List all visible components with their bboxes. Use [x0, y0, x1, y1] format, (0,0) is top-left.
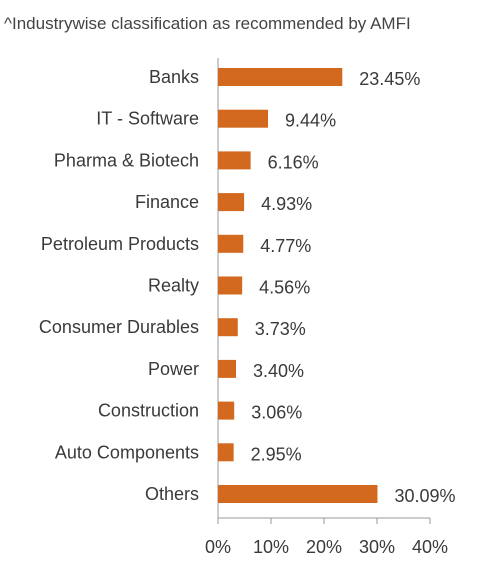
bar: [218, 318, 238, 337]
bars-layer: [218, 68, 378, 503]
category-label: Others: [145, 484, 199, 504]
value-label: 4.93%: [261, 194, 312, 214]
x-tick-label: 20%: [306, 537, 342, 557]
chart-note: ^Industrywise classification as recommen…: [4, 14, 411, 33]
value-label: 6.16%: [268, 152, 319, 172]
x-tick-label: 30%: [359, 537, 395, 557]
x-tick-label: 0%: [205, 537, 231, 557]
value-label: 2.95%: [251, 444, 302, 464]
category-label: Petroleum Products: [41, 234, 199, 254]
x-tick-label: 40%: [412, 537, 448, 557]
value-label: 3.06%: [251, 403, 302, 423]
category-label: IT - Software: [96, 109, 199, 129]
category-label: Auto Components: [55, 442, 199, 462]
bar: [218, 151, 251, 170]
value-label: 9.44%: [285, 111, 336, 131]
bar: [218, 193, 245, 212]
bar: [218, 359, 237, 378]
value-label: 30.09%: [394, 486, 455, 506]
value-label: 23.45%: [359, 69, 420, 89]
bar: [218, 109, 269, 128]
bar: [218, 485, 378, 503]
category-label: Consumer Durables: [39, 317, 199, 337]
category-label: Pharma & Biotech: [54, 150, 199, 170]
category-label: Realty: [148, 276, 199, 296]
bar: [218, 401, 235, 420]
value-label: 3.40%: [253, 361, 304, 381]
x-tick-label: 10%: [253, 537, 289, 557]
value-label: 4.56%: [259, 278, 310, 298]
bar: [218, 276, 243, 295]
value-label: 4.77%: [260, 236, 311, 256]
labels-layer: 0% 10% 20% 30% 40% Banks 23.45% IT - Software 9.…: [39, 67, 456, 557]
bar: [218, 234, 244, 253]
category-label: Banks: [149, 67, 199, 87]
category-label: Power: [148, 359, 199, 379]
bar: [218, 443, 234, 462]
bar: [218, 68, 343, 86]
category-label: Finance: [135, 192, 199, 212]
value-label: 3.73%: [255, 319, 306, 339]
category-label: Construction: [98, 401, 199, 421]
